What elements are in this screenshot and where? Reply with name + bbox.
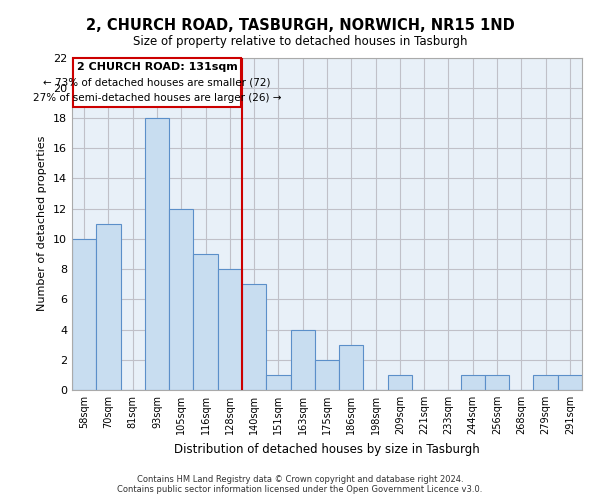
Text: 2 CHURCH ROAD: 131sqm: 2 CHURCH ROAD: 131sqm — [77, 62, 238, 72]
Text: 2, CHURCH ROAD, TASBURGH, NORWICH, NR15 1ND: 2, CHURCH ROAD, TASBURGH, NORWICH, NR15 … — [86, 18, 514, 32]
Bar — [169, 208, 193, 390]
Bar — [72, 239, 96, 390]
Bar — [242, 284, 266, 390]
Text: Size of property relative to detached houses in Tasburgh: Size of property relative to detached ho… — [133, 35, 467, 48]
Text: 27% of semi-detached houses are larger (26) →: 27% of semi-detached houses are larger (… — [33, 94, 281, 104]
Bar — [388, 375, 412, 390]
Text: Contains HM Land Registry data © Crown copyright and database right 2024.
Contai: Contains HM Land Registry data © Crown c… — [118, 474, 482, 494]
Bar — [315, 360, 339, 390]
Bar — [218, 269, 242, 390]
Bar — [485, 375, 509, 390]
Bar — [558, 375, 582, 390]
Bar — [533, 375, 558, 390]
Bar — [461, 375, 485, 390]
Bar — [193, 254, 218, 390]
Y-axis label: Number of detached properties: Number of detached properties — [37, 136, 47, 312]
Bar — [339, 344, 364, 390]
Bar — [96, 224, 121, 390]
Text: ← 73% of detached houses are smaller (72): ← 73% of detached houses are smaller (72… — [43, 78, 271, 88]
FancyBboxPatch shape — [73, 58, 241, 108]
Bar — [290, 330, 315, 390]
X-axis label: Distribution of detached houses by size in Tasburgh: Distribution of detached houses by size … — [174, 442, 480, 456]
Bar — [266, 375, 290, 390]
Bar — [145, 118, 169, 390]
